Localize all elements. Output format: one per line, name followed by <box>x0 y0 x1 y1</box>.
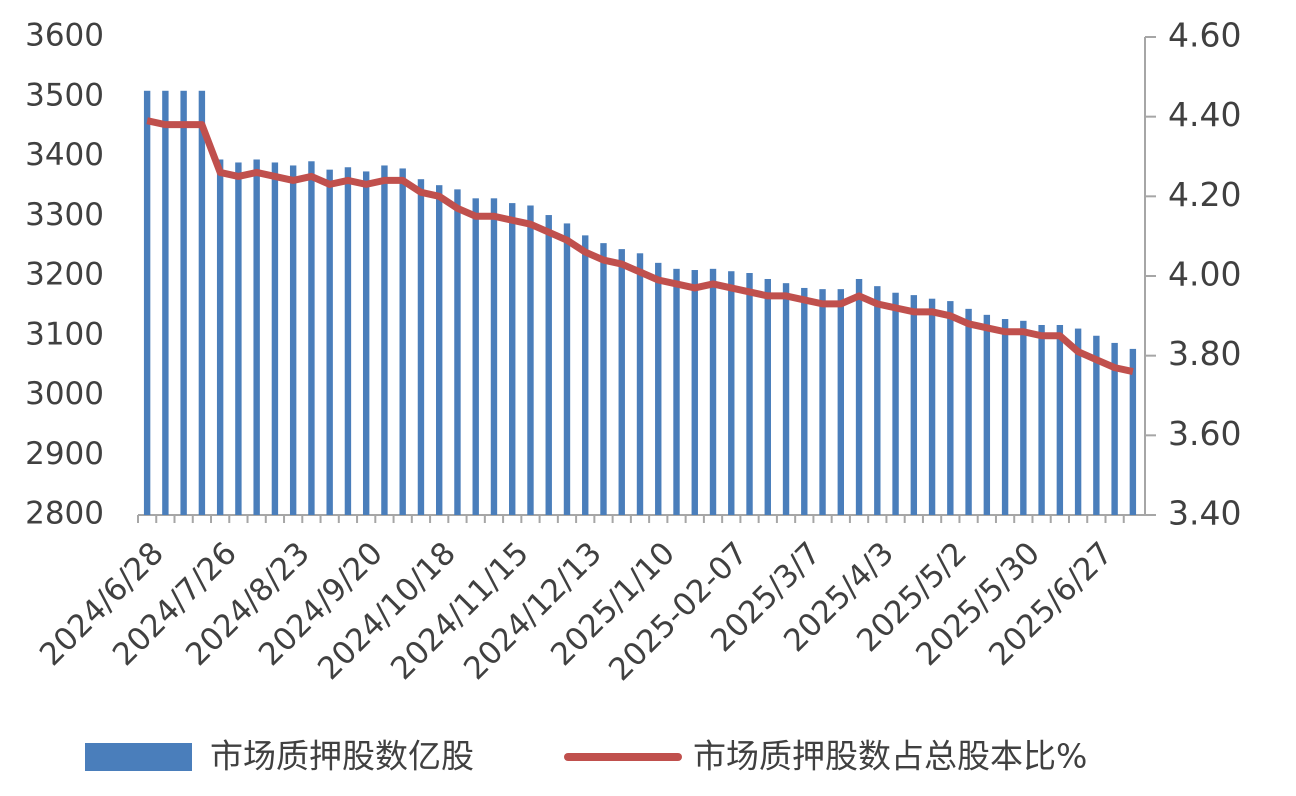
y-tick-label: 3300 <box>25 197 104 233</box>
bar <box>1056 324 1064 515</box>
y-tick-label: 2800 <box>25 496 104 532</box>
bar <box>490 198 498 515</box>
y-tick-label: 3000 <box>25 376 104 412</box>
bar <box>417 179 425 515</box>
bar <box>1129 348 1137 515</box>
bar <box>271 162 279 515</box>
y-tick-label: 3100 <box>25 316 104 352</box>
bar <box>965 308 972 515</box>
legend-label: 市场质押股数亿股 <box>210 737 474 776</box>
y2-tick-label: 3.80 <box>1168 334 1241 373</box>
bar <box>855 278 863 515</box>
bar <box>892 292 899 515</box>
bar <box>801 287 808 515</box>
bar <box>344 167 352 515</box>
bar <box>655 262 662 515</box>
bar <box>253 159 260 516</box>
bar <box>874 286 881 515</box>
bar <box>1093 335 1100 515</box>
bar <box>143 90 151 516</box>
bar <box>162 90 169 516</box>
bar <box>746 273 753 515</box>
bar <box>600 243 607 515</box>
bar <box>527 205 534 515</box>
y2-tick-label: 4.00 <box>1168 255 1241 294</box>
bar <box>618 249 625 516</box>
bar <box>545 215 552 515</box>
y-tick-label: 2900 <box>25 436 104 472</box>
bar <box>381 165 388 515</box>
bar <box>709 268 717 515</box>
bar <box>308 161 315 515</box>
bar <box>326 169 333 515</box>
bar <box>1020 320 1027 515</box>
y2-tick-label: 4.60 <box>1168 16 1241 55</box>
legend-label: 市场质押股数占总股本比% <box>693 737 1087 776</box>
bar <box>399 168 406 515</box>
bar <box>1111 342 1118 515</box>
bar <box>983 314 991 515</box>
bar <box>509 203 516 516</box>
bar <box>947 301 954 515</box>
bar <box>728 271 735 515</box>
bar <box>837 289 844 515</box>
y2-tick-label: 3.40 <box>1168 494 1241 533</box>
y-tick-label: 3500 <box>25 77 104 113</box>
y-tick-label: 3200 <box>25 257 104 293</box>
bar <box>819 289 826 515</box>
y2-tick-label: 3.60 <box>1168 414 1241 453</box>
bar <box>362 171 370 515</box>
bar <box>198 90 206 516</box>
line <box>146 117 1134 376</box>
bar <box>289 165 297 515</box>
bar <box>454 189 461 516</box>
y2-tick-label: 4.40 <box>1168 95 1241 134</box>
bar <box>1038 324 1045 515</box>
bar <box>691 270 698 515</box>
bar <box>216 159 224 516</box>
bar <box>1001 319 1009 515</box>
y-tick-label: 3400 <box>25 137 104 173</box>
bar <box>782 283 790 515</box>
bar <box>1074 328 1082 515</box>
bar <box>436 185 443 515</box>
bar <box>180 90 187 516</box>
bar <box>673 268 680 515</box>
y-tick-label: 3600 <box>25 18 104 54</box>
bar <box>472 198 479 515</box>
bar <box>910 295 918 515</box>
bar <box>235 162 242 515</box>
y2-tick-label: 4.20 <box>1168 175 1241 214</box>
bar <box>636 253 644 516</box>
bar <box>582 235 589 515</box>
legend-swatch <box>85 743 192 771</box>
bar <box>764 278 771 515</box>
bar <box>928 298 936 515</box>
bar <box>563 223 571 516</box>
